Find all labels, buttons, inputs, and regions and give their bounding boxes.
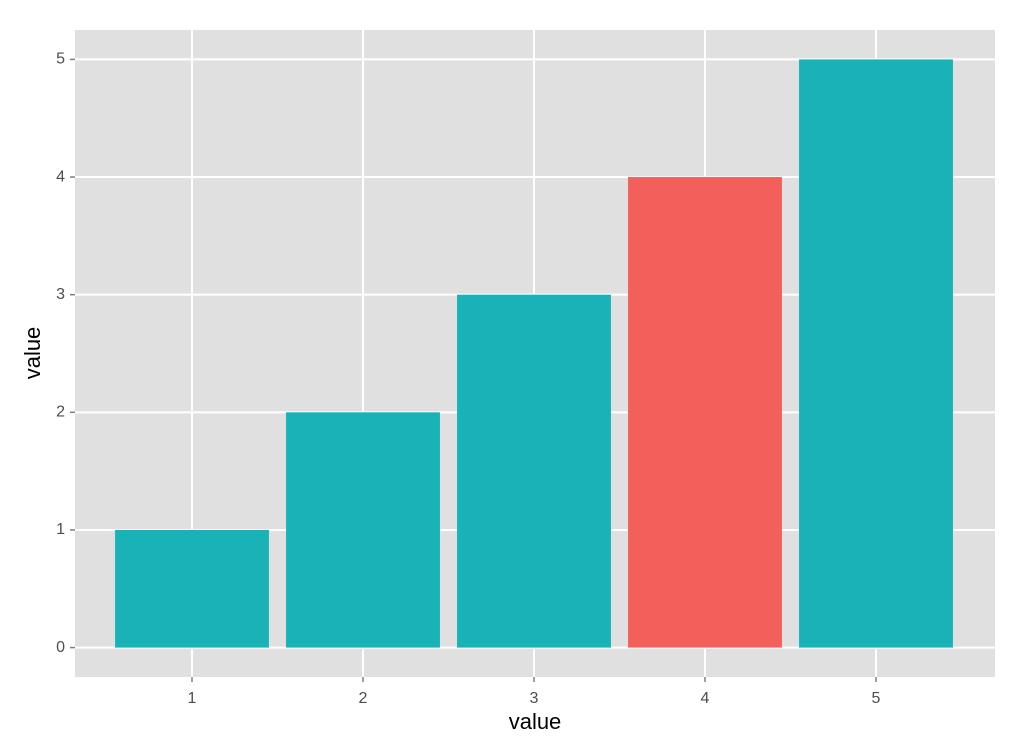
- bar: [115, 529, 269, 648]
- bar: [286, 412, 440, 648]
- y-tick-label: 5: [56, 51, 65, 68]
- y-tick-label: 1: [56, 521, 65, 538]
- y-tick-label: 4: [56, 168, 65, 185]
- x-tick-label: 3: [530, 690, 539, 707]
- x-axis-title: value: [509, 709, 562, 734]
- y-tick-label: 0: [56, 639, 65, 656]
- x-tick-label: 4: [701, 690, 710, 707]
- x-tick-label: 1: [188, 690, 197, 707]
- x-tick-label: 5: [872, 690, 881, 707]
- y-tick-label: 3: [56, 286, 65, 303]
- x-tick-label: 2: [359, 690, 368, 707]
- y-tick-label: 2: [56, 404, 65, 421]
- bar: [799, 59, 953, 648]
- bar: [628, 177, 782, 648]
- y-axis-title: value: [20, 327, 45, 380]
- bar: [457, 294, 611, 648]
